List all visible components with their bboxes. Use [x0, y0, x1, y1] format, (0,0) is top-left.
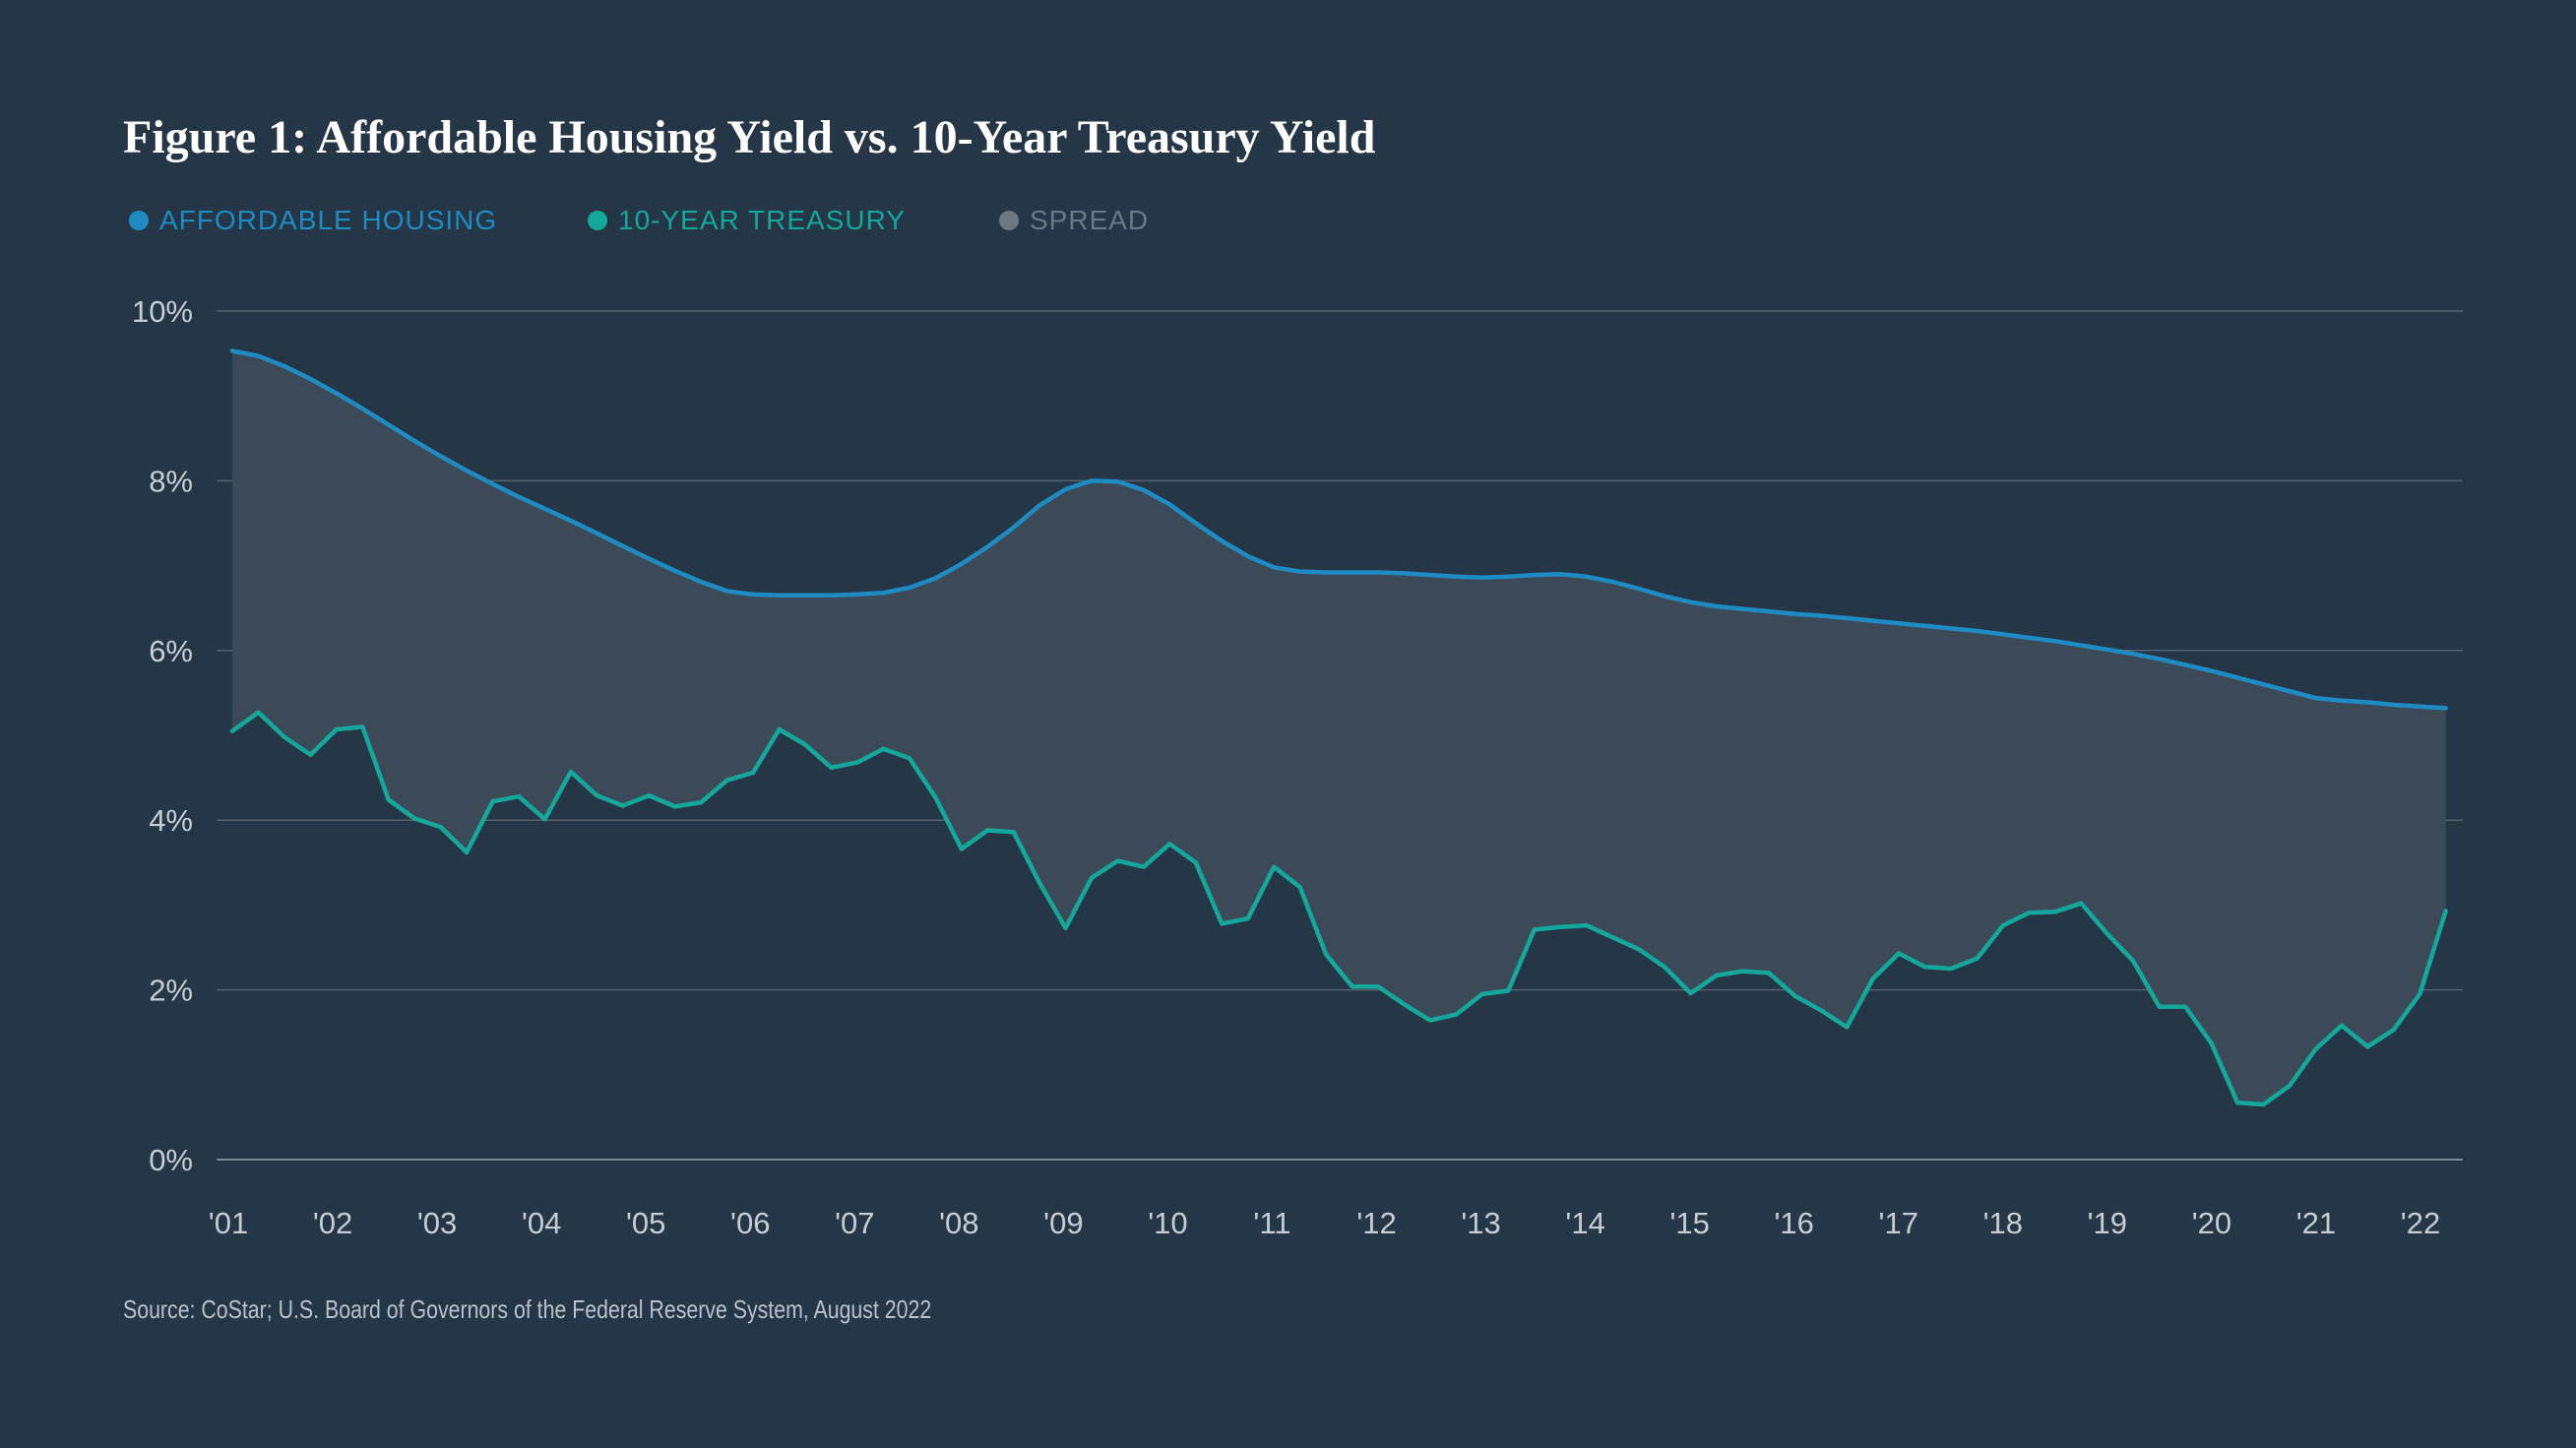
x-tick-label: '02 [313, 1206, 352, 1240]
chart-title: Figure 1: Affordable Housing Yield vs. 1… [123, 111, 1376, 163]
x-tick-label: '03 [417, 1206, 457, 1240]
legend-dot-icon [129, 211, 149, 230]
legend-item-10-year-treasury: 10-YEAR TREASURY [588, 205, 906, 236]
x-tick-label: '10 [1148, 1206, 1187, 1240]
y-tick-label: 2% [149, 974, 193, 1008]
y-tick-label: 0% [149, 1143, 193, 1177]
x-tick-label: '16 [1775, 1206, 1814, 1240]
y-tick-label: 8% [149, 464, 193, 498]
y-tick-label: 10% [132, 294, 193, 329]
y-tick-label: 6% [149, 634, 193, 668]
x-tick-label: '11 [1253, 1206, 1290, 1240]
y-tick-label: 4% [149, 803, 193, 838]
series-line-10-year-treasury [229, 710, 2448, 1107]
legend-label: 10-YEAR TREASURY [618, 205, 906, 235]
x-tick-label: '05 [626, 1206, 665, 1240]
x-tick-label: '17 [1879, 1206, 1918, 1240]
x-tick-label: '08 [939, 1206, 978, 1240]
legend-item-affordable-housing: AFFORDABLE HOUSING [129, 205, 497, 236]
x-tick-label: '13 [1461, 1206, 1500, 1240]
legend-label: SPREAD [1030, 205, 1150, 235]
x-tick-label: '19 [2088, 1206, 2127, 1240]
x-tick-label: '20 [2192, 1206, 2231, 1240]
legend-label: AFFORDABLE HOUSING [159, 205, 498, 235]
series-line-affordable-housing [229, 348, 2448, 711]
x-tick-label: '12 [1356, 1206, 1396, 1240]
legend-item-spread: SPREAD [999, 205, 1149, 236]
source-note: Source: CoStar; U.S. Board of Governors … [123, 1294, 932, 1324]
x-tick-label: '21 [2296, 1206, 2336, 1240]
x-tick-label: '01 [209, 1206, 248, 1240]
x-tick-label: '07 [835, 1206, 874, 1240]
legend-dot-icon [588, 211, 607, 230]
x-tick-label: '06 [730, 1206, 770, 1240]
x-tick-label: '18 [1983, 1206, 2023, 1240]
x-tick-label: '14 [1565, 1206, 1604, 1240]
x-tick-label: '04 [522, 1206, 561, 1240]
x-tick-label: '22 [2401, 1206, 2440, 1240]
x-tick-label: '09 [1043, 1206, 1083, 1240]
series-area-spread [232, 350, 2446, 1104]
legend-dot-icon [999, 211, 1019, 230]
x-tick-label: '15 [1669, 1206, 1709, 1240]
